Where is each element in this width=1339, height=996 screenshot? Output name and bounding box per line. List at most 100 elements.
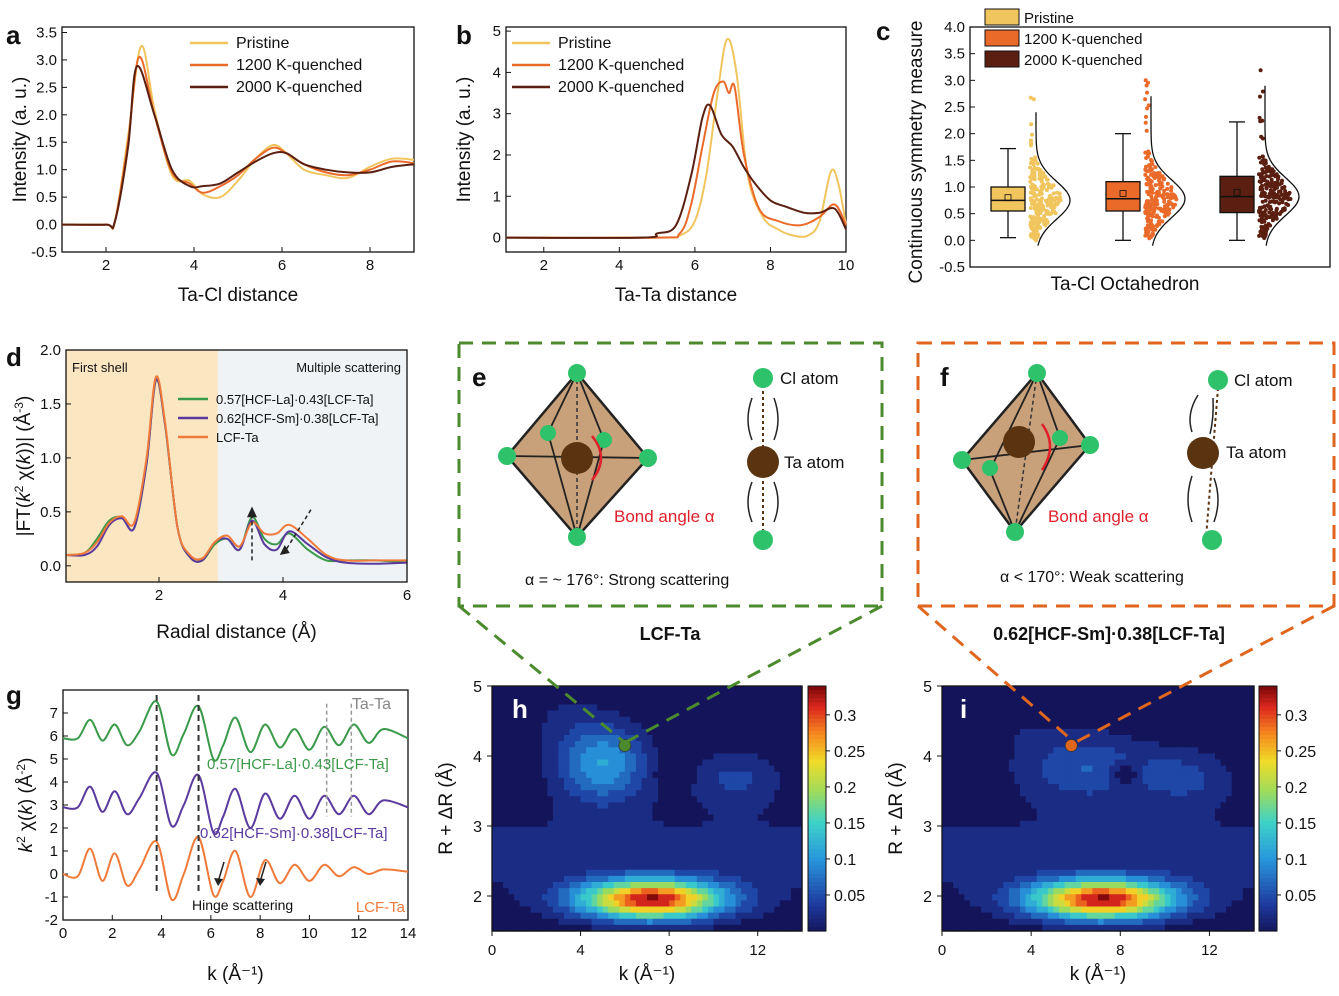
heatmap-cell — [696, 918, 703, 926]
heatmap-cell — [953, 765, 960, 773]
heatmap-cell — [1031, 826, 1038, 834]
heatmap-cell — [541, 698, 548, 705]
heatmap-cell — [1125, 857, 1133, 865]
heatmap-cell — [992, 882, 999, 889]
heatmap-cell — [652, 765, 659, 773]
heatmap-cell — [947, 716, 954, 724]
data-point — [1258, 180, 1263, 184]
y-tick-label: 4 — [50, 774, 58, 791]
heatmap-cell — [514, 875, 521, 883]
heatmap-cell — [1170, 771, 1177, 779]
heatmap-cell — [497, 747, 504, 754]
heatmap-cell — [591, 906, 598, 914]
heatmap-cell — [1081, 692, 1088, 699]
heatmap-cell — [947, 735, 954, 742]
heatmap-cell — [735, 716, 742, 724]
heatmap-cell — [1092, 851, 1099, 859]
heatmap-cell — [997, 747, 1004, 754]
series-line-g-1 — [62, 771, 409, 836]
heatmap-cell — [735, 790, 742, 797]
heatmap-cell — [1008, 833, 1016, 840]
heatmap-cell — [497, 814, 504, 822]
heatmap-cell — [986, 710, 993, 718]
colorbar-tick-label: 0.1 — [834, 852, 856, 869]
heatmap-cell — [986, 894, 993, 901]
heatmap-cell — [1131, 698, 1138, 705]
heatmap-cell — [691, 704, 698, 712]
heatmap-cell — [958, 722, 965, 730]
heatmap-cell — [575, 839, 582, 846]
heatmap-cell — [580, 857, 587, 865]
heatmap-cell — [602, 820, 609, 828]
heatmap-cell — [992, 722, 999, 730]
data-point — [1274, 216, 1279, 221]
heatmap-cell — [735, 845, 742, 852]
heatmap-cell — [713, 839, 720, 846]
heatmap-cell — [641, 924, 648, 932]
heatmap-cell — [724, 802, 731, 810]
heatmap-cell — [525, 894, 532, 901]
heatmap-cell — [1148, 777, 1155, 785]
heatmap-cell — [530, 833, 537, 840]
heatmap-cell — [730, 863, 737, 871]
heatmap-cell — [635, 833, 643, 840]
heatmap-cell — [746, 698, 753, 705]
heatmap-cell — [947, 875, 954, 883]
heatmap-cell — [1153, 722, 1160, 730]
heatmap-cell — [658, 704, 665, 712]
heatmap-cell — [514, 900, 521, 908]
heatmap-cell — [1148, 882, 1155, 889]
heatmap-cell — [997, 857, 1004, 865]
heatmap-cell — [1153, 686, 1160, 693]
heatmap-cell — [1103, 820, 1110, 828]
heatmap-cell — [1070, 888, 1077, 895]
heatmap-cell — [1181, 796, 1188, 803]
heatmap-cell — [641, 777, 648, 785]
heatmap-cell — [685, 888, 692, 895]
heatmap-cell — [691, 784, 698, 791]
heatmap-cell — [741, 857, 748, 865]
colorbar-cell — [808, 902, 826, 908]
heatmap-cell — [641, 839, 648, 846]
heatmap-cell — [608, 875, 615, 883]
heatmap-cell — [947, 906, 954, 914]
heatmap-cell — [958, 790, 965, 797]
heatmap-cell — [981, 882, 988, 889]
heatmap-cell — [1086, 802, 1094, 810]
heatmap-cell — [586, 784, 593, 791]
heatmap-cell — [569, 735, 576, 742]
heatmap-cell — [757, 906, 764, 914]
heatmap-cell — [1047, 845, 1055, 852]
heatmap-cell — [724, 784, 731, 791]
heatmap-cell — [547, 741, 554, 748]
heatmap-cell — [724, 820, 731, 828]
heatmap-cell — [958, 747, 965, 754]
heatmap-cell — [1103, 839, 1110, 846]
heatmap-cell — [630, 820, 637, 828]
heatmap-cell — [586, 759, 593, 767]
heatmap-cell — [1120, 735, 1127, 742]
heatmap-cell — [492, 869, 499, 877]
heatmap-cell — [586, 875, 593, 883]
heatmap-cell — [1148, 863, 1155, 871]
heatmap-cell — [1176, 857, 1183, 865]
heatmap-cell — [1120, 765, 1127, 773]
heatmap-cell — [953, 924, 960, 932]
heatmap-cell — [702, 692, 709, 699]
y-tick-label: 1.5 — [40, 396, 61, 413]
heatmap-cell — [730, 851, 737, 859]
heatmap-cell — [613, 796, 620, 803]
heatmap-cell — [1003, 894, 1010, 901]
heatmap-cell — [1053, 900, 1060, 908]
heatmap-cell — [613, 845, 620, 852]
heatmap-cell — [691, 924, 698, 932]
heatmap-cell — [958, 888, 965, 895]
heatmap-cell — [718, 698, 726, 705]
heatmap-cell — [741, 765, 748, 773]
y-tick-label: -1 — [45, 889, 58, 906]
heatmap-cell — [691, 888, 698, 895]
heatmap-cell — [652, 882, 659, 889]
heatmap-cell — [586, 924, 593, 932]
heatmap-cell — [1103, 882, 1110, 889]
heatmap-cell — [492, 790, 499, 797]
